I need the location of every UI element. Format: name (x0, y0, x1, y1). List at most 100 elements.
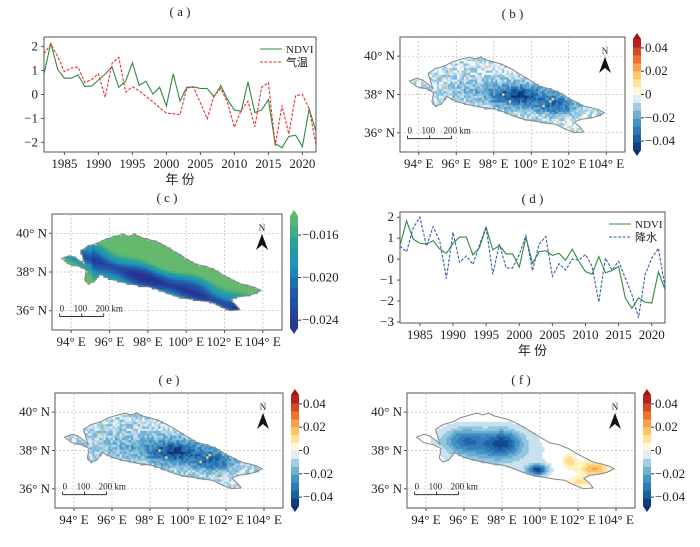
field-cell (547, 114, 550, 117)
field-cell (111, 440, 114, 443)
field-cell (83, 250, 86, 253)
field-cell (154, 458, 157, 461)
colorbar-segment (290, 216, 298, 227)
field-cell (471, 95, 474, 98)
field-cell (177, 449, 180, 452)
field-cell (516, 100, 519, 103)
field-cell (467, 433, 470, 436)
field-cell (515, 461, 518, 464)
field-cell (508, 461, 511, 464)
field-cell (524, 458, 527, 461)
field-cell (448, 91, 451, 94)
field-cell (498, 75, 501, 78)
field-cell (222, 463, 225, 466)
field-cell (199, 467, 202, 470)
field-cell (156, 424, 159, 427)
field-cell (480, 100, 483, 103)
field-cell (417, 82, 420, 85)
field-cell (156, 271, 159, 274)
field-cell (456, 426, 459, 429)
field-cell (243, 470, 246, 473)
field-cell (467, 428, 470, 431)
field-cell (502, 107, 505, 110)
field-cell (177, 440, 180, 443)
field-cell (229, 458, 232, 461)
field-cell (131, 428, 134, 431)
field-cell (92, 428, 95, 431)
field-cell (230, 282, 233, 285)
field-cell (172, 456, 175, 459)
field-cell (466, 63, 469, 66)
field-cell (506, 428, 509, 431)
field-cell (161, 282, 164, 285)
field-cell (231, 470, 234, 473)
field-cell (211, 458, 214, 461)
field-cell (95, 440, 98, 443)
field-cell (197, 449, 200, 452)
field-cell (538, 107, 541, 110)
field-cell (88, 435, 91, 438)
y-tick-label: −1 (24, 110, 38, 125)
field-cell (474, 415, 477, 418)
field-cell (463, 454, 466, 457)
field-cell (493, 63, 496, 66)
field-cell (478, 438, 481, 441)
field-cell (489, 86, 492, 89)
field-cell (186, 451, 189, 454)
field-cell (502, 95, 505, 98)
field-cell (206, 454, 209, 457)
field-cell (516, 88, 519, 91)
field-cell (174, 449, 177, 452)
field-cell (570, 105, 573, 108)
field-cell (163, 428, 166, 431)
field-cell (493, 77, 496, 80)
field-cell (489, 102, 492, 105)
field-cell (106, 421, 109, 424)
field-cell (502, 70, 505, 73)
field-cell (516, 111, 519, 114)
field-cell (513, 428, 516, 431)
field-cell (469, 438, 472, 441)
field-cell (529, 93, 532, 96)
field-cell (138, 426, 141, 429)
field-cell (138, 438, 141, 441)
y-tick-label: 36° N (19, 481, 50, 496)
field-cell (480, 86, 483, 89)
field-cell (197, 454, 200, 457)
field-cell (154, 449, 157, 452)
field-cell (183, 461, 186, 464)
field-cell (108, 438, 111, 441)
field-cell (104, 449, 107, 452)
field-cell (478, 442, 481, 445)
field-cell (143, 282, 146, 285)
field-cell (579, 116, 582, 119)
y-tick-label: 38° N (16, 264, 47, 279)
field-cell (212, 282, 215, 285)
field-cell (444, 440, 447, 443)
field-cell (490, 444, 493, 447)
colorbar-segment (633, 79, 641, 87)
y-tick-label: 36° N (371, 481, 402, 496)
field-cell (469, 419, 472, 422)
field-cell (471, 84, 474, 87)
field-cell (149, 419, 152, 422)
field-cell (457, 95, 460, 98)
field-cell (493, 75, 496, 78)
field-cell (460, 433, 463, 436)
field-cell (574, 118, 577, 121)
field-cell (115, 438, 118, 441)
field-cell (507, 100, 510, 103)
field-cell (460, 442, 463, 445)
field-cell (471, 72, 474, 75)
field-cell (460, 438, 463, 441)
field-cell (183, 440, 186, 443)
field-cell (231, 461, 234, 464)
field-cell (117, 431, 120, 434)
field-cell (172, 433, 175, 436)
field-cell (136, 247, 139, 250)
field-cell (453, 93, 456, 96)
field-cell (497, 440, 500, 443)
field-cell (492, 419, 495, 422)
field-cell (231, 467, 234, 470)
field-cell (457, 79, 460, 82)
